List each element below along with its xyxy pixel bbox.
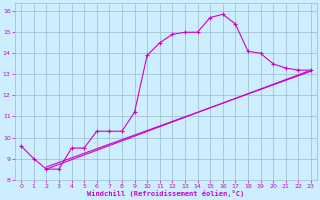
X-axis label: Windchill (Refroidissement éolien,°C): Windchill (Refroidissement éolien,°C) xyxy=(87,190,245,197)
